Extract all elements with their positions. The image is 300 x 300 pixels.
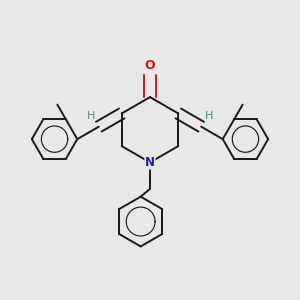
Text: N: N bbox=[145, 156, 155, 169]
Text: H: H bbox=[205, 111, 213, 121]
Text: H: H bbox=[87, 111, 95, 121]
Text: O: O bbox=[145, 58, 155, 72]
